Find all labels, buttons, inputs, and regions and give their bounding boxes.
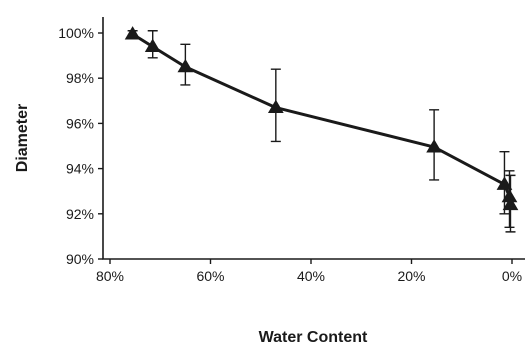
x-tick-label: 40% (297, 268, 325, 284)
x-tick-label: 0% (502, 268, 522, 284)
y-axis-ticks: 90% 92% 94% 96% 98% 100% (58, 25, 103, 267)
series-group (124, 26, 519, 233)
x-tick-label: 60% (196, 268, 224, 284)
y-tick-label: 92% (66, 206, 94, 222)
data-point-marker (267, 99, 284, 113)
data-point-marker (144, 38, 161, 52)
x-tick-label: 80% (96, 268, 124, 284)
x-axis-label: Water Content (259, 329, 368, 346)
y-axis-label: Diameter (14, 104, 31, 172)
data-point-marker (124, 26, 141, 40)
y-tick-label: 98% (66, 70, 94, 86)
y-tick-label: 94% (66, 161, 94, 177)
y-tick-label: 100% (58, 25, 94, 41)
x-axis-ticks: 80% 60% 40% 20% 0% (96, 259, 522, 284)
data-point-marker (496, 176, 513, 190)
y-tick-label: 96% (66, 115, 94, 131)
data-point-marker (177, 58, 194, 73)
y-tick-label: 90% (66, 251, 94, 267)
x-tick-label: 20% (397, 268, 425, 284)
series-line (131, 32, 512, 205)
data-point-marker (502, 196, 519, 211)
data-point-marker (426, 139, 442, 153)
